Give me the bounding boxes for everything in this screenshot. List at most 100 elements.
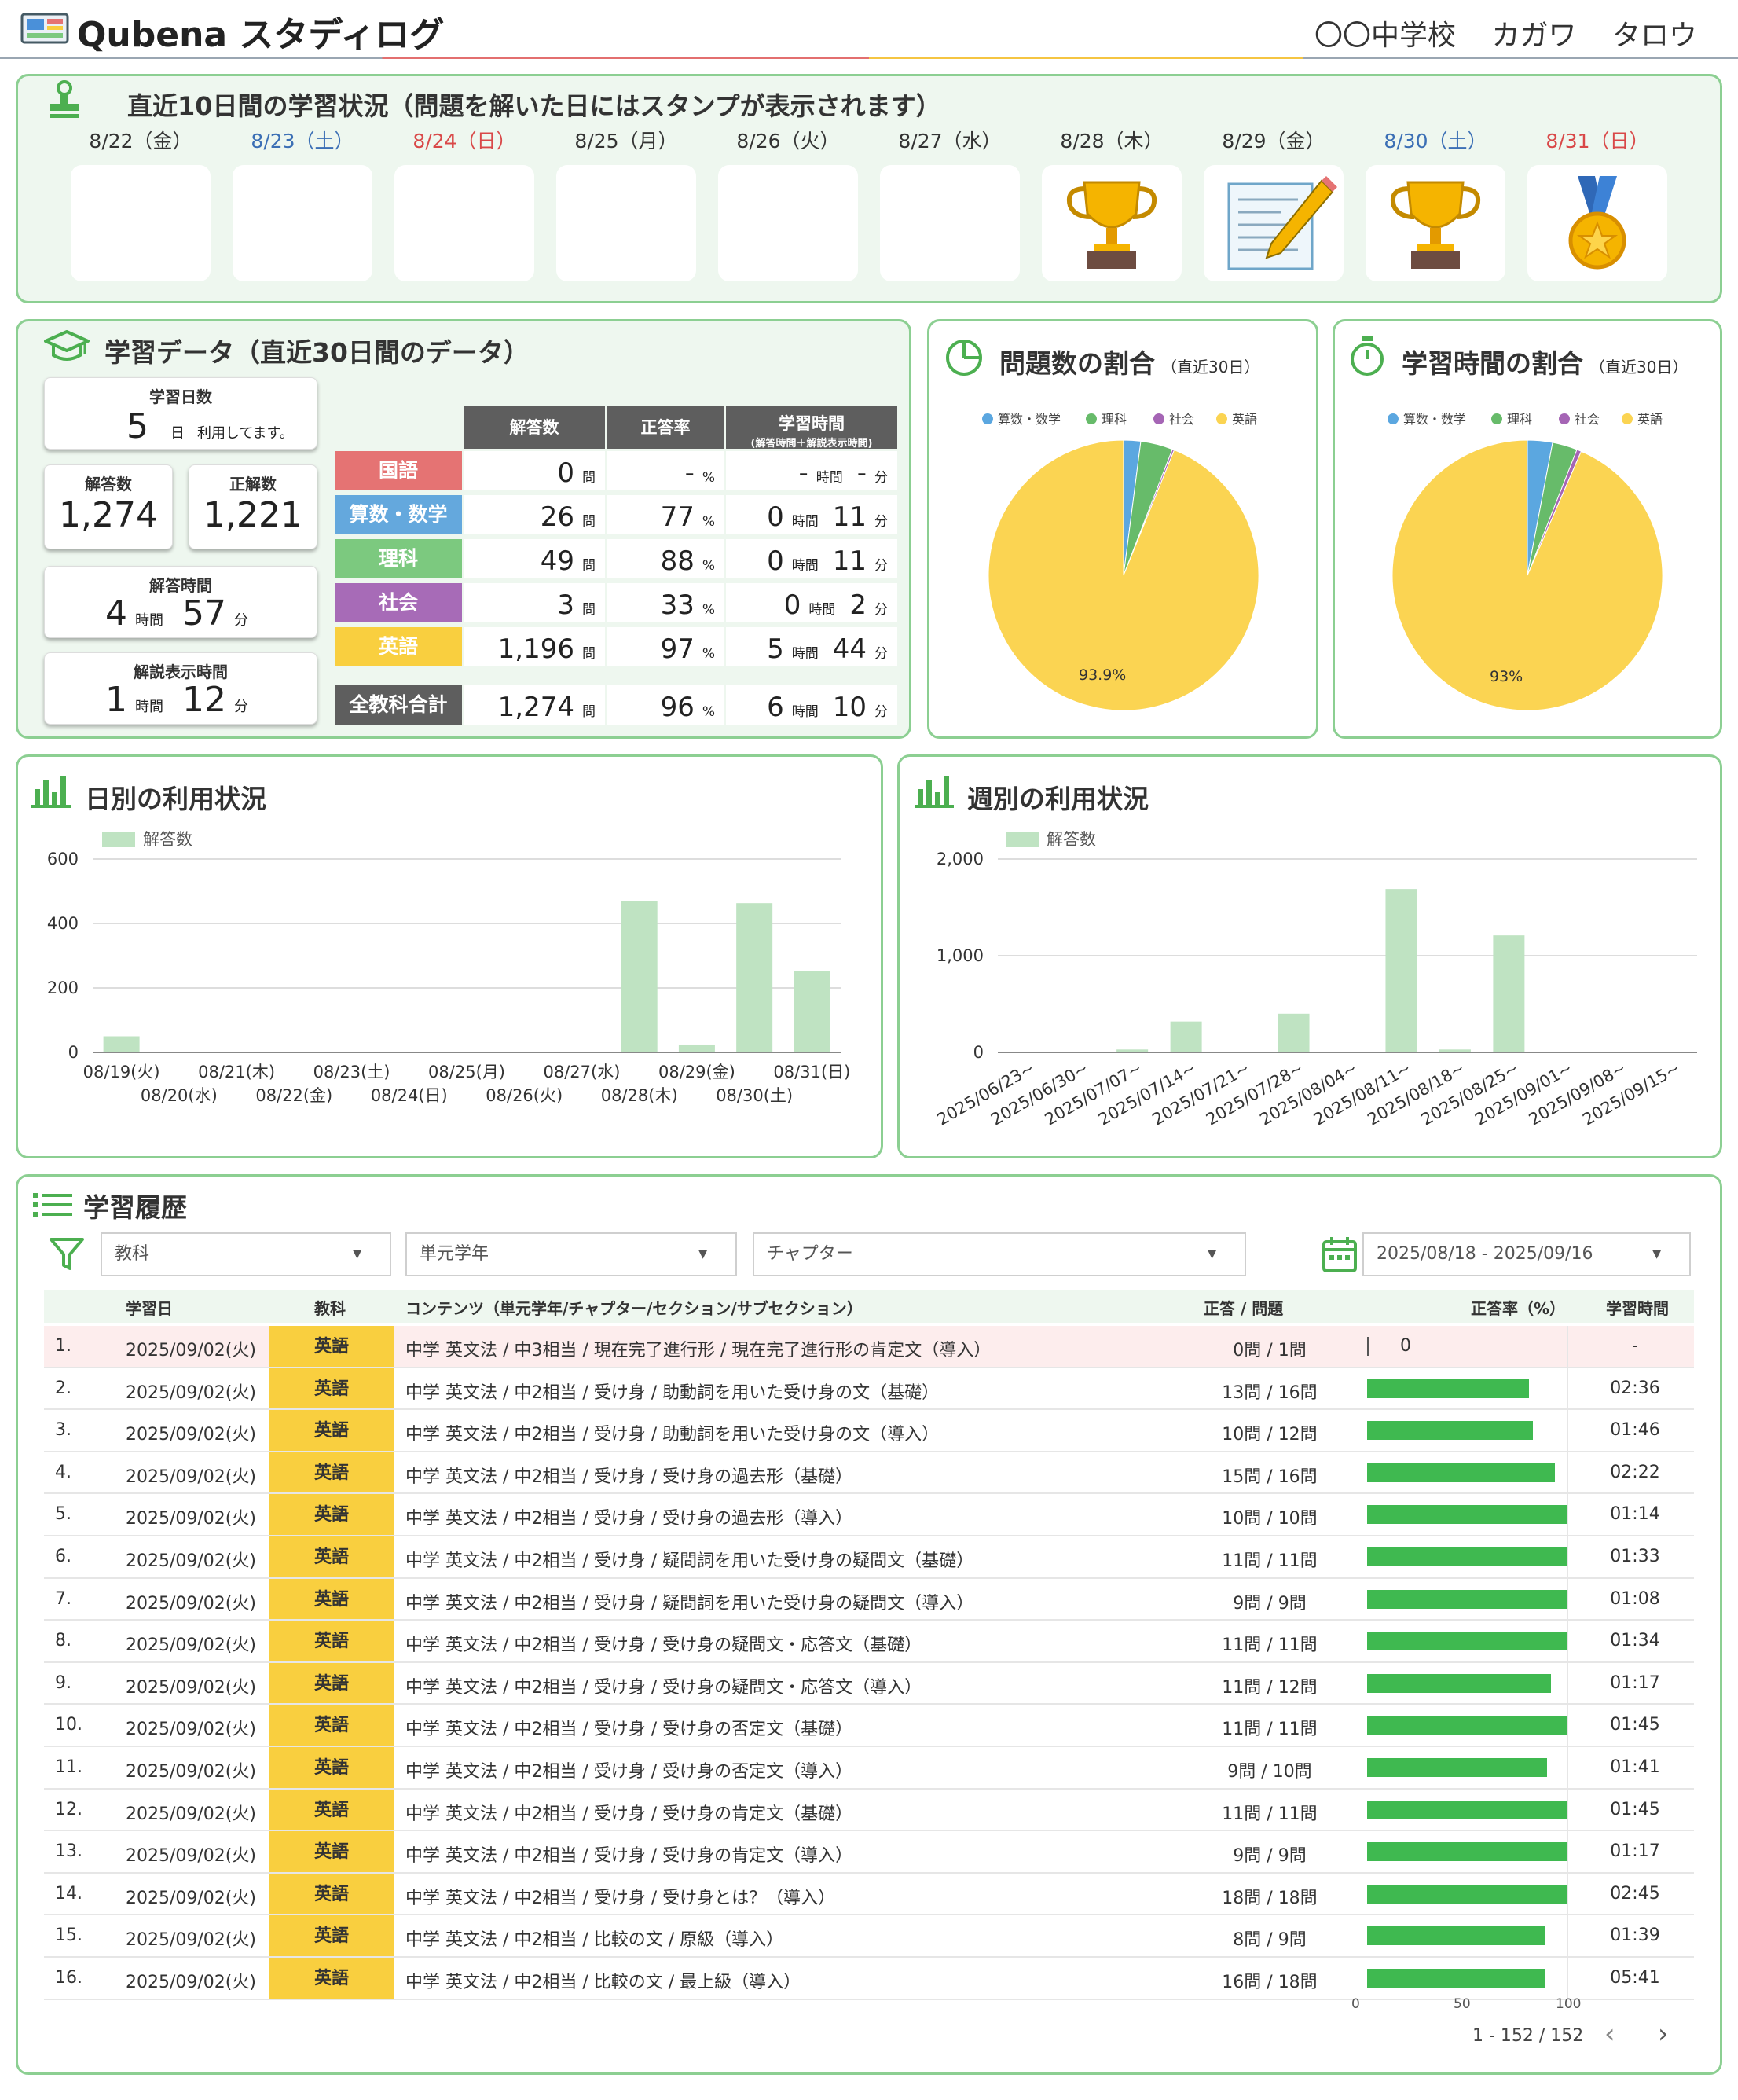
row-date: 2025/09/02(火) [126, 1341, 256, 1360]
table-row[interactable]: 3. 2025/09/02(火) 英語 中学 英文法 / 中2相当 / 受け身 / 助… [44, 1410, 1694, 1452]
stamp-day-box [71, 165, 211, 281]
col-date-header: 学習日 [126, 1299, 173, 1318]
time-minutes: 11 [832, 501, 867, 533]
row-divider [1567, 1958, 1568, 1999]
row-number: 4. [55, 1462, 72, 1482]
pie-questions-chart [988, 439, 1260, 711]
medal-star [1576, 221, 1619, 259]
col-time-header: 学習時間 (解答時間＋解説表示時間) [726, 406, 897, 450]
row-rate-bar [1367, 1673, 1551, 1693]
table-row[interactable]: 7. 2025/09/02(火) 英語 中学 英文法 / 中2相当 / 受け身 / 疑… [44, 1578, 1694, 1621]
row-subject: 英語 [269, 1536, 394, 1577]
row-date: 2025/09/02(火) [126, 1677, 256, 1698]
row-content: 中学 英文法 / 中2相当 / 比較の文 / 最上級（導入） [405, 1973, 801, 1992]
rate-axis-tick-100: 100 [1556, 1996, 1582, 2012]
subject-filter-select[interactable]: 教科 ▼ [101, 1232, 391, 1276]
row-rate-bar [1367, 1337, 1369, 1356]
legend-dot [1086, 413, 1097, 424]
row-time: 05:41 [1610, 1968, 1660, 1988]
study-days-label: 学習日数 [149, 387, 212, 406]
pie-questions-label: 93.9% [1079, 666, 1127, 684]
legend-label: 社会 [1575, 412, 1600, 427]
subject-time: - 時間 - 分 [726, 451, 897, 490]
x-tick-label: 08/22(金) [255, 1086, 332, 1105]
table-row[interactable]: 2. 2025/09/02(火) 英語 中学 英文法 / 中2相当 / 受け身 / 助… [44, 1368, 1694, 1411]
calendar-icon[interactable] [1322, 1235, 1358, 1273]
app-title: Qubena スタディログ [77, 15, 445, 55]
table-row[interactable]: 5. 2025/09/02(火) 英語 中学 英文法 / 中2相当 / 受け身 / 受… [44, 1494, 1694, 1536]
row-date: 2025/09/02(火) [126, 1425, 256, 1445]
subject-label: 英語 [335, 627, 462, 666]
table-row[interactable]: 8. 2025/09/02(火) 英語 中学 英文法 / 中2相当 / 受け身 / 受… [44, 1621, 1694, 1663]
row-time: 01:34 [1610, 1631, 1660, 1651]
row-rate-bar [1367, 1547, 1567, 1566]
subject-time: 0 時間 11 分 [726, 539, 897, 578]
table-row[interactable]: 9. 2025/09/02(火) 英語 中学 英文法 / 中2相当 / 受け身 / 受… [44, 1662, 1694, 1705]
table-row[interactable]: 13. 2025/09/02(火) 英語 中学 英文法 / 中2相当 / 受け身 / … [44, 1831, 1694, 1874]
row-subject: 英語 [269, 1873, 394, 1915]
pie-time-title-text: 学習時間の割合 [1402, 348, 1583, 379]
answers-value: 26 [540, 501, 574, 533]
table-row[interactable]: 11. 2025/09/02(火) 英語 中学 英文法 / 中2相当 / 受け身 / … [44, 1747, 1694, 1790]
row-rate-bar [1367, 1969, 1546, 1988]
row-number: 3. [55, 1420, 72, 1441]
pagination-label: 1 - 152 / 152 [1472, 2026, 1584, 2046]
chapter-filter-select[interactable]: チャプター ▼ [753, 1232, 1246, 1276]
trophy-handle-right [1456, 186, 1480, 219]
row-number: 5. [55, 1504, 72, 1525]
answers-value: 3 [557, 589, 574, 621]
next-page-button[interactable]: › [1658, 2018, 1669, 2050]
legend-dot [1622, 413, 1633, 424]
row-divider [1567, 1326, 1568, 1367]
time-minutes: 10 [832, 692, 867, 723]
row-date: 2025/09/02(火) [126, 1593, 256, 1614]
table-row[interactable]: 10. 2025/09/02(火) 英語 中学 英文法 / 中2相当 / 受け身 / … [44, 1705, 1694, 1747]
row-time: 01:14 [1610, 1504, 1660, 1525]
rate-value: 97 [660, 633, 695, 665]
y-tick-label: 200 [47, 978, 79, 997]
prev-page-button[interactable]: ‹ [1604, 2018, 1615, 2050]
row-content: 中学 英文法 / 中2相当 / 受け身 / 受け身の肯定文（導入） [405, 1846, 853, 1867]
table-row[interactable]: 4. 2025/09/02(火) 英語 中学 英文法 / 中2相当 / 受け身 / 受… [44, 1452, 1694, 1495]
time-min-unit: 分 [874, 704, 888, 720]
row-date: 2025/09/02(火) [126, 1636, 256, 1656]
user-info: 〇〇中学校 カガワ タロウ [1314, 13, 1697, 53]
table-row[interactable]: 1. 2025/09/02(火) 英語 中学 英文法 / 中3相当 / 現在完了進行形… [44, 1326, 1694, 1368]
trophy-plate [1094, 244, 1130, 251]
subject-answers: 26 問 [464, 495, 605, 534]
bar [621, 901, 658, 1052]
row-subject: 英語 [269, 1410, 394, 1451]
table-row[interactable]: 16. 2025/09/02(火) 英語 中学 英文法 / 中2相当 / 比較の文 /… [44, 1958, 1694, 2000]
row-number: 12. [55, 1799, 82, 1819]
stamp-icon [50, 80, 79, 118]
stamp-date-label: 8/29（金） [1222, 130, 1326, 152]
row-subject: 英語 [269, 1662, 394, 1704]
table-row[interactable]: 14. 2025/09/02(火) 英語 中学 英文法 / 中2相当 / 受け身 / … [44, 1873, 1694, 1916]
answers-unit: 問 [582, 602, 596, 618]
row-divider [1567, 1536, 1568, 1577]
time-minutes: 44 [832, 633, 867, 665]
legend-item: 社会 [1153, 409, 1194, 428]
time-hours: 6 [767, 692, 784, 723]
study-days-suffix: 利用してます。 [197, 425, 294, 442]
date-range-select[interactable]: 2025/08/18 - 2025/09/16 ▼ [1362, 1232, 1691, 1276]
row-content: 中学 英文法 / 中2相当 / 受け身 / 受け身とは？（導入） [405, 1888, 836, 1908]
user-given-name: タロウ [1612, 20, 1697, 52]
bar [1278, 1013, 1310, 1052]
subject-filter-label: 教科 [115, 1244, 150, 1264]
row-score: 13問 / 16問 [1222, 1382, 1318, 1403]
x-tick-label: 08/28(木) [601, 1086, 678, 1105]
time-min-unit: 分 [874, 558, 888, 574]
grade-filter-select[interactable]: 単元学年 ▼ [405, 1232, 737, 1276]
stopwatch-icon [1351, 336, 1384, 376]
row-number: 14. [55, 1883, 82, 1904]
filter-icon[interactable] [49, 1237, 85, 1272]
col-time-header: 学習時間 [1606, 1299, 1669, 1318]
row-divider [1567, 1410, 1568, 1451]
pie-time-title: 学習時間の割合 （直近30日） [1402, 343, 1688, 380]
table-row[interactable]: 12. 2025/09/02(火) 英語 中学 英文法 / 中2相当 / 受け身 / … [44, 1789, 1694, 1832]
y-tick-label: 0 [974, 1043, 984, 1062]
col-subject-header: 教科 [314, 1299, 346, 1318]
table-row[interactable]: 6. 2025/09/02(火) 英語 中学 英文法 / 中2相当 / 受け身 / 疑… [44, 1536, 1694, 1579]
table-row[interactable]: 15. 2025/09/02(火) 英語 中学 英文法 / 中2相当 / 比較の文 /… [44, 1915, 1694, 1958]
